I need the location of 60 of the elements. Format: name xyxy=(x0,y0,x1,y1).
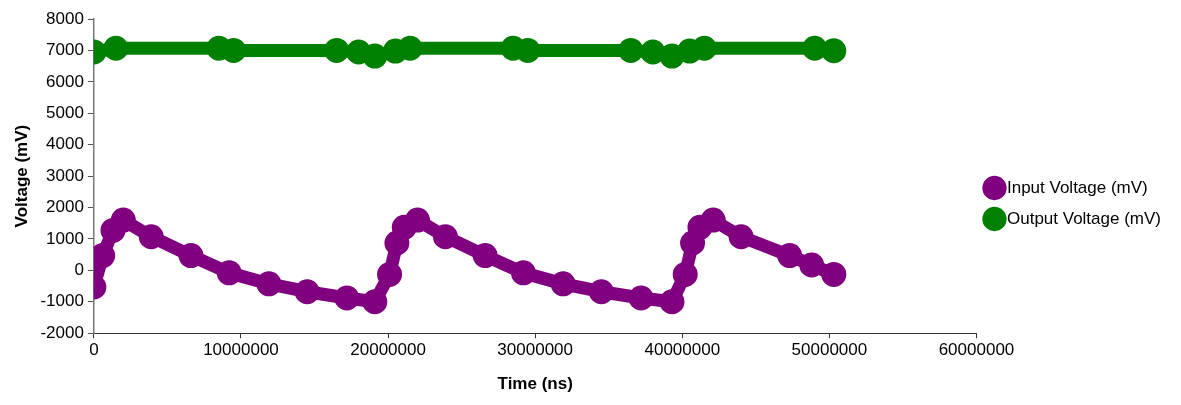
x-tick-label: 10000000 xyxy=(203,340,279,360)
point xyxy=(432,224,458,250)
x-tick-label: 30000000 xyxy=(497,340,573,360)
point xyxy=(680,230,706,256)
x-tick-label: 60000000 xyxy=(938,340,1015,360)
point xyxy=(405,207,430,233)
point xyxy=(700,207,726,233)
point xyxy=(618,37,644,63)
point xyxy=(362,43,388,69)
point xyxy=(103,35,129,61)
point xyxy=(294,279,320,305)
point xyxy=(659,289,685,315)
legend-label: Input Voltage (mV) xyxy=(1006,177,1148,197)
point xyxy=(384,230,410,256)
x-tick-label: 0 xyxy=(89,340,99,360)
x-axis-title: Time (ns) xyxy=(497,374,573,394)
point xyxy=(110,207,136,233)
legend-label: Output Voltage (mV) xyxy=(1006,208,1162,228)
point xyxy=(821,38,847,64)
x-tick-label: 50000000 xyxy=(791,340,868,360)
point xyxy=(221,37,247,63)
y-tick-label: 2000 xyxy=(46,197,84,217)
y-tick-label: 3000 xyxy=(46,165,84,185)
point xyxy=(138,224,164,250)
point xyxy=(382,38,408,64)
point xyxy=(628,285,654,311)
point xyxy=(362,289,388,315)
point xyxy=(728,224,754,250)
point xyxy=(821,261,847,287)
point xyxy=(216,260,242,286)
point xyxy=(687,214,713,240)
point xyxy=(256,271,282,297)
point xyxy=(472,243,498,269)
y-tick-label: 0 xyxy=(74,260,84,280)
point xyxy=(799,252,825,278)
point xyxy=(391,214,417,240)
point xyxy=(672,261,698,287)
y-tick-label: 8000 xyxy=(46,8,84,28)
point xyxy=(588,279,614,305)
point xyxy=(510,260,536,286)
x-tick-label: 20000000 xyxy=(350,340,426,360)
point xyxy=(550,271,576,297)
y-tick-label: 5000 xyxy=(46,102,84,122)
x-tick-label: 40000000 xyxy=(644,340,721,360)
y-tick-label: 1000 xyxy=(46,228,84,248)
y-axis-title: Voltage (mV) xyxy=(11,124,31,228)
point xyxy=(377,261,403,287)
point xyxy=(640,39,666,65)
point xyxy=(802,35,828,61)
y-tick-label: -1000 xyxy=(40,291,84,311)
y-tick-label: 4000 xyxy=(46,134,84,154)
y-tick-label: -2000 xyxy=(40,322,84,342)
point xyxy=(346,39,372,65)
y-tick-label: 7000 xyxy=(46,40,84,60)
point xyxy=(777,243,803,269)
point xyxy=(178,243,204,269)
y-tick-label: 6000 xyxy=(46,71,84,91)
point xyxy=(324,37,350,63)
point xyxy=(659,43,685,69)
point xyxy=(334,285,360,311)
